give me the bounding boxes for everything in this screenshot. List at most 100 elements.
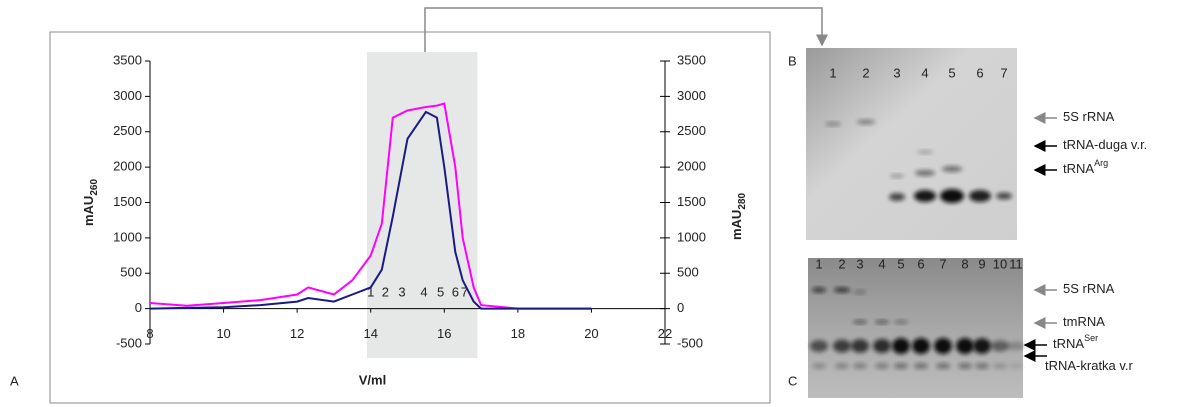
gel-band xyxy=(969,190,991,202)
y-tick-label: 1500 xyxy=(113,194,142,209)
y2-tick-label: 3500 xyxy=(677,52,706,67)
lane-label: 8 xyxy=(961,256,968,271)
gel-band xyxy=(854,290,866,294)
gel-band xyxy=(940,189,964,203)
gel-label-text: tRNA-kratka v.r xyxy=(1045,358,1134,373)
x-tick-label: 8 xyxy=(146,326,153,341)
lane-label: 9 xyxy=(978,256,985,271)
series-line xyxy=(149,110,592,310)
y2-tick-label: 1000 xyxy=(677,229,706,244)
x-tick-label: 22 xyxy=(658,326,672,341)
gel-band xyxy=(853,363,867,369)
lane-label: 6 xyxy=(917,256,924,271)
gel-band xyxy=(889,193,905,201)
gel-label-text: tmRNA xyxy=(1063,314,1105,329)
gel-label-text: 5S rRNA xyxy=(1063,281,1115,296)
label-sub: 260 xyxy=(89,179,100,196)
gel-label: tRNAArg xyxy=(1063,158,1108,176)
label-text: mAU xyxy=(81,196,96,226)
connector xyxy=(424,7,828,55)
chart-frame xyxy=(49,31,771,404)
gel-band xyxy=(835,363,849,369)
y-tick-label: 500 xyxy=(120,265,142,280)
gel-label-text: tRNA xyxy=(1063,161,1094,176)
fraction-label: 6 xyxy=(452,284,459,299)
x-tick-label: 12 xyxy=(290,326,304,341)
label-sub: 280 xyxy=(737,193,748,210)
gel-band xyxy=(834,287,850,293)
gel-label-sup: Arg xyxy=(1094,158,1108,168)
gel-band xyxy=(857,119,875,125)
fraction-label: 5 xyxy=(437,284,444,299)
gel-band xyxy=(812,363,826,369)
gel-band xyxy=(956,338,974,354)
x-tick-label: 16 xyxy=(437,326,451,341)
gel-band xyxy=(833,339,851,353)
gel-band xyxy=(934,338,952,354)
lane-label: 7 xyxy=(1000,65,1007,80)
gel-band xyxy=(1007,341,1025,351)
y-tick-label: -500 xyxy=(116,335,142,350)
gel-band xyxy=(875,363,889,369)
lane-label: 4 xyxy=(878,256,885,271)
gel-band xyxy=(991,340,1009,352)
lane-label: 1 xyxy=(829,65,836,80)
panel-label: B xyxy=(788,53,797,68)
lane-label: 11 xyxy=(1009,256,1023,271)
x-axis-label: V/ml xyxy=(359,372,386,387)
gel-label: tmRNA xyxy=(1063,314,1105,329)
y2-label: mAU280 xyxy=(729,193,747,240)
lane-label: 10 xyxy=(993,256,1007,271)
y-tick-label: 2000 xyxy=(113,159,142,174)
gel-label-sup: Ser xyxy=(1084,333,1098,343)
series-line xyxy=(149,102,592,310)
lane-label: 1 xyxy=(815,256,822,271)
lane-label: 5 xyxy=(948,65,955,80)
y2-tick-label: 500 xyxy=(677,265,699,280)
gel-band xyxy=(875,320,889,324)
gel-label-text: tRNA-duga v.r. xyxy=(1063,137,1147,152)
gel-band xyxy=(851,339,869,353)
gel-band xyxy=(1009,363,1023,369)
gel-b xyxy=(806,48,1017,240)
fraction-label: 2 xyxy=(382,284,389,299)
y2-tick-label: 2000 xyxy=(677,159,706,174)
fraction-label: 7 xyxy=(461,284,468,299)
y2-tick-label: 3000 xyxy=(677,88,706,103)
gel-band xyxy=(914,363,928,369)
y-label: mAU260 xyxy=(81,179,99,226)
gel-label: tRNA-duga v.r. xyxy=(1063,137,1147,152)
y-tick-label: 3500 xyxy=(113,52,142,67)
lane-label: 7 xyxy=(939,256,946,271)
y2-tick-label: -500 xyxy=(677,335,703,350)
gel-band xyxy=(890,174,904,178)
y2-tick-label: 0 xyxy=(677,300,684,315)
gel-band xyxy=(812,287,826,293)
gel-label: tRNA-kratka v.r xyxy=(1045,358,1134,373)
gel-band xyxy=(912,338,930,354)
x-tick-label: 20 xyxy=(584,326,598,341)
lane-label: 2 xyxy=(862,65,869,80)
gel-band xyxy=(996,192,1012,200)
gel-band xyxy=(936,363,950,369)
x-tick-label: 10 xyxy=(216,326,230,341)
lane-label: 4 xyxy=(921,65,928,80)
fraction-label: 1 xyxy=(367,284,374,299)
panel-label: A xyxy=(10,373,19,388)
x-tick-label: 14 xyxy=(363,326,377,341)
gel-band xyxy=(825,122,841,126)
gel-band xyxy=(810,340,828,352)
y-tick-label: 3000 xyxy=(113,88,142,103)
panel-label: C xyxy=(788,373,797,388)
gel-band xyxy=(915,170,935,176)
y-tick-label: 0 xyxy=(135,300,142,315)
gel-band xyxy=(894,320,908,324)
y2-tick-label: 1500 xyxy=(677,194,706,209)
gel-band xyxy=(958,363,972,369)
gel-label: 5S rRNA xyxy=(1063,281,1115,296)
lane-label: 3 xyxy=(856,256,863,271)
y-tick-label: 1000 xyxy=(113,229,142,244)
gel-band xyxy=(975,363,989,369)
lane-label: 2 xyxy=(838,256,845,271)
